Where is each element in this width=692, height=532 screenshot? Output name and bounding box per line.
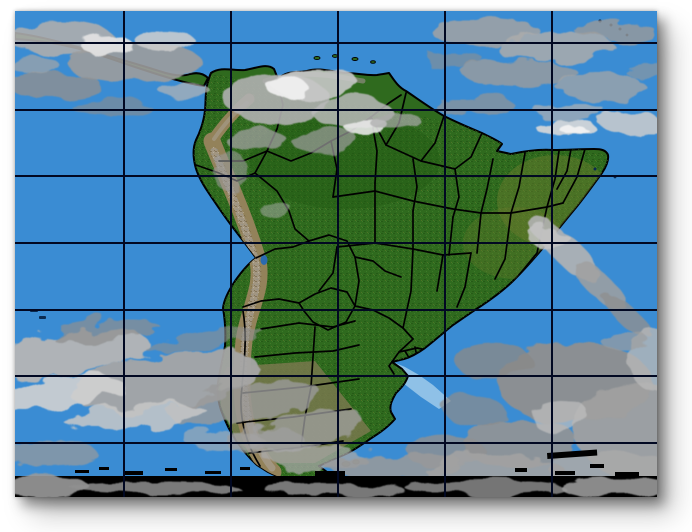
lake-titicaca [260,255,268,265]
satellite-map-svg [15,11,657,497]
satellite-map-image [15,11,657,497]
graticule-layer [15,11,657,497]
cloud-layer [15,19,657,491]
